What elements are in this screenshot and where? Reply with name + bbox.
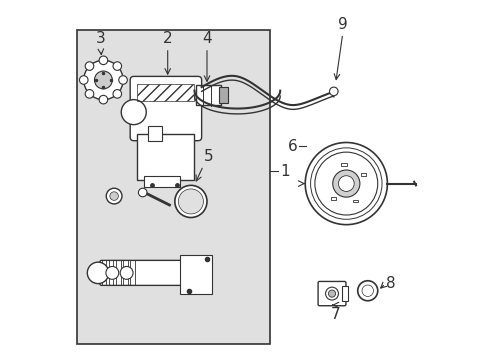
Circle shape — [178, 189, 203, 214]
Bar — [123, 260, 127, 285]
Circle shape — [99, 95, 107, 104]
Circle shape — [175, 185, 206, 217]
Text: 5: 5 — [203, 149, 213, 164]
FancyBboxPatch shape — [77, 30, 269, 344]
Bar — [148, 126, 162, 141]
Text: 3: 3 — [96, 31, 105, 46]
Bar — [341, 287, 348, 301]
Circle shape — [325, 287, 338, 300]
Circle shape — [338, 176, 353, 192]
Bar — [352, 199, 358, 202]
Text: 4: 4 — [202, 31, 211, 46]
Circle shape — [314, 152, 377, 215]
Text: 6: 6 — [287, 139, 297, 154]
Circle shape — [329, 87, 337, 96]
Bar — [130, 260, 135, 285]
Bar — [180, 255, 212, 294]
Circle shape — [106, 266, 119, 279]
Text: 2: 2 — [163, 31, 172, 46]
Circle shape — [110, 192, 118, 201]
Bar — [137, 134, 194, 180]
Circle shape — [113, 90, 122, 98]
Circle shape — [120, 266, 133, 279]
Circle shape — [87, 262, 108, 284]
Circle shape — [85, 90, 94, 98]
FancyBboxPatch shape — [317, 282, 345, 306]
Circle shape — [85, 62, 94, 70]
Bar — [102, 260, 106, 285]
Circle shape — [99, 56, 107, 64]
Bar — [108, 260, 113, 285]
Bar — [196, 85, 221, 105]
Circle shape — [119, 76, 127, 84]
Circle shape — [138, 188, 147, 197]
Circle shape — [80, 76, 88, 84]
Circle shape — [94, 71, 112, 89]
Circle shape — [106, 188, 122, 204]
Circle shape — [361, 285, 373, 296]
Circle shape — [113, 62, 122, 70]
Bar — [340, 163, 346, 166]
Circle shape — [305, 143, 386, 225]
Bar — [116, 260, 121, 285]
Bar — [137, 84, 194, 102]
Text: 8: 8 — [385, 276, 394, 291]
Bar — [360, 173, 366, 176]
Circle shape — [328, 290, 335, 297]
Circle shape — [357, 281, 377, 301]
Text: 9: 9 — [337, 17, 347, 32]
Text: 1: 1 — [280, 163, 289, 179]
Bar — [144, 176, 180, 187]
Circle shape — [332, 170, 359, 197]
Bar — [219, 87, 228, 103]
Circle shape — [83, 60, 123, 100]
Circle shape — [121, 100, 146, 125]
Text: 7: 7 — [330, 307, 340, 322]
FancyBboxPatch shape — [100, 260, 192, 285]
FancyBboxPatch shape — [130, 76, 201, 141]
Bar — [330, 197, 336, 200]
